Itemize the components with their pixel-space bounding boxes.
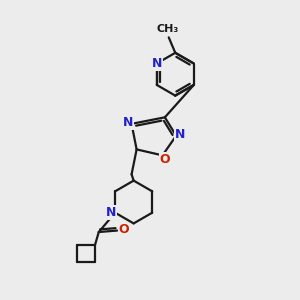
Text: N: N xyxy=(175,128,185,141)
Text: O: O xyxy=(118,224,129,236)
Text: O: O xyxy=(160,153,170,166)
Text: N: N xyxy=(152,57,162,70)
Text: CH₃: CH₃ xyxy=(156,24,178,34)
Text: N: N xyxy=(123,116,133,130)
Text: N: N xyxy=(106,206,117,219)
